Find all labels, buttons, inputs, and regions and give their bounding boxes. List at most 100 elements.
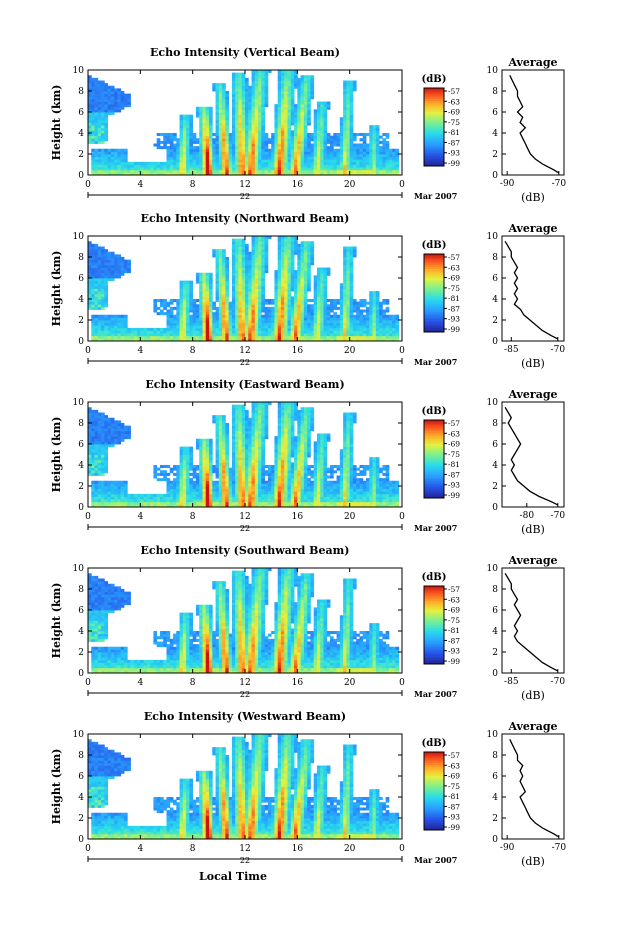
heatmap-cell: [350, 151, 354, 154]
heatmap-cell: [235, 333, 239, 336]
heatmap-cell: [95, 141, 99, 144]
heatmap-cell: [193, 325, 197, 328]
heatmap-cell: [291, 165, 295, 168]
heatmap-cell: [307, 286, 311, 289]
heatmap-cell: [111, 109, 115, 112]
heatmap-cell: [369, 167, 373, 170]
heatmap-cell: [88, 86, 92, 89]
heatmap-cell: [114, 483, 118, 486]
heatmap-cell: [114, 167, 118, 170]
heatmap-cell: [222, 162, 226, 165]
heatmap-cell: [265, 99, 269, 102]
heatmap-cell: [291, 275, 295, 278]
heatmap-cell: [98, 325, 102, 328]
heatmap-cell: [284, 331, 288, 334]
heatmap-cell: [314, 291, 318, 294]
heatmap-cell: [310, 170, 314, 173]
heatmap-cell: [255, 283, 259, 286]
heatmap-cell: [95, 81, 99, 84]
heatmap-cell: [238, 307, 242, 310]
heatmap-cell: [317, 141, 321, 144]
heatmap-cell: [170, 315, 174, 318]
heatmap-cell: [343, 247, 347, 250]
heatmap-cell: [258, 283, 262, 286]
heatmap-cell: [258, 328, 262, 331]
heatmap-cell: [294, 133, 298, 136]
heatmap-cell: [173, 323, 177, 326]
heatmap-cell: [304, 289, 308, 292]
heatmap-cell: [343, 144, 347, 147]
colorbar-band: [424, 295, 444, 297]
heatmap-cell: [304, 333, 308, 336]
heatmap-cell: [98, 283, 102, 286]
colorbar-tick-label: -81: [448, 294, 460, 303]
heatmap-cell: [294, 144, 298, 147]
heatmap-cell: [232, 268, 236, 271]
heatmap-cell: [291, 312, 295, 315]
heatmap-cell: [255, 112, 259, 115]
heatmap-cell: [170, 144, 174, 147]
heatmap-cell: [206, 312, 210, 315]
heatmap-cell: [108, 434, 112, 437]
heatmap-cell: [98, 336, 102, 339]
heatmap-cell: [216, 88, 220, 91]
heatmap-cell: [199, 170, 203, 173]
colorbar-band: [424, 101, 444, 103]
heatmap-cell: [258, 249, 262, 252]
heatmap-cell: [108, 154, 112, 157]
heatmap-cell: [284, 94, 288, 97]
heatmap-cell: [288, 302, 292, 305]
heatmap-cell: [199, 151, 203, 154]
heatmap-cell: [101, 273, 105, 276]
heatmap-cell: [101, 286, 105, 289]
heatmap-cell: [121, 165, 125, 168]
heatmap-cell: [134, 336, 138, 339]
heatmap-cell: [261, 159, 265, 162]
heatmap-cell: [274, 299, 278, 302]
heatmap-cell: [242, 296, 246, 299]
heatmap-cell: [382, 328, 386, 331]
heatmap-cell: [127, 260, 131, 263]
heatmap-cell: [301, 115, 305, 118]
heatmap-cell: [225, 304, 229, 307]
heatmap-cell: [274, 294, 278, 297]
heatmap-cell: [281, 162, 285, 165]
heatmap-cell: [330, 304, 334, 307]
heatmap-cell: [340, 123, 344, 126]
heatmap-cell: [180, 304, 184, 307]
heatmap-cell: [88, 294, 92, 297]
colorbar-band: [424, 149, 444, 151]
heatmap-cell: [235, 83, 239, 86]
heatmap-cell: [350, 291, 354, 294]
heatmap-cell: [304, 262, 308, 265]
heatmap-cell: [274, 304, 278, 307]
heatmap-cell: [258, 159, 262, 162]
heatmap-cell: [327, 320, 331, 323]
heatmap-cell: [346, 249, 350, 252]
heatmap-cell: [340, 291, 344, 294]
heatmap-cell: [301, 336, 305, 339]
heatmap-cell: [369, 144, 373, 147]
heatmap-cell: [284, 78, 288, 81]
heatmap-cell: [235, 88, 239, 91]
heatmap-cell: [350, 86, 354, 89]
heatmap-cell: [117, 257, 121, 260]
heatmap-cell: [147, 336, 151, 339]
heatmap-cell: [111, 336, 115, 339]
heatmap-cell: [232, 91, 236, 94]
heatmap-cell: [189, 133, 193, 136]
heatmap-cell: [117, 102, 121, 105]
heatmap-cell: [307, 165, 311, 168]
heatmap-cell: [193, 154, 197, 157]
heatmap-cell: [222, 294, 226, 297]
heatmap-cell: [320, 315, 324, 318]
heatmap-cell: [258, 157, 262, 160]
heatmap-cell: [229, 151, 233, 154]
heatmap-cell: [206, 286, 210, 289]
heatmap-cell: [202, 154, 206, 157]
heatmap-cell: [242, 81, 246, 84]
heatmap-cell: [98, 151, 102, 154]
heatmap-cell: [127, 165, 131, 168]
heatmap-cell: [278, 239, 282, 242]
heatmap-cell: [255, 144, 259, 147]
